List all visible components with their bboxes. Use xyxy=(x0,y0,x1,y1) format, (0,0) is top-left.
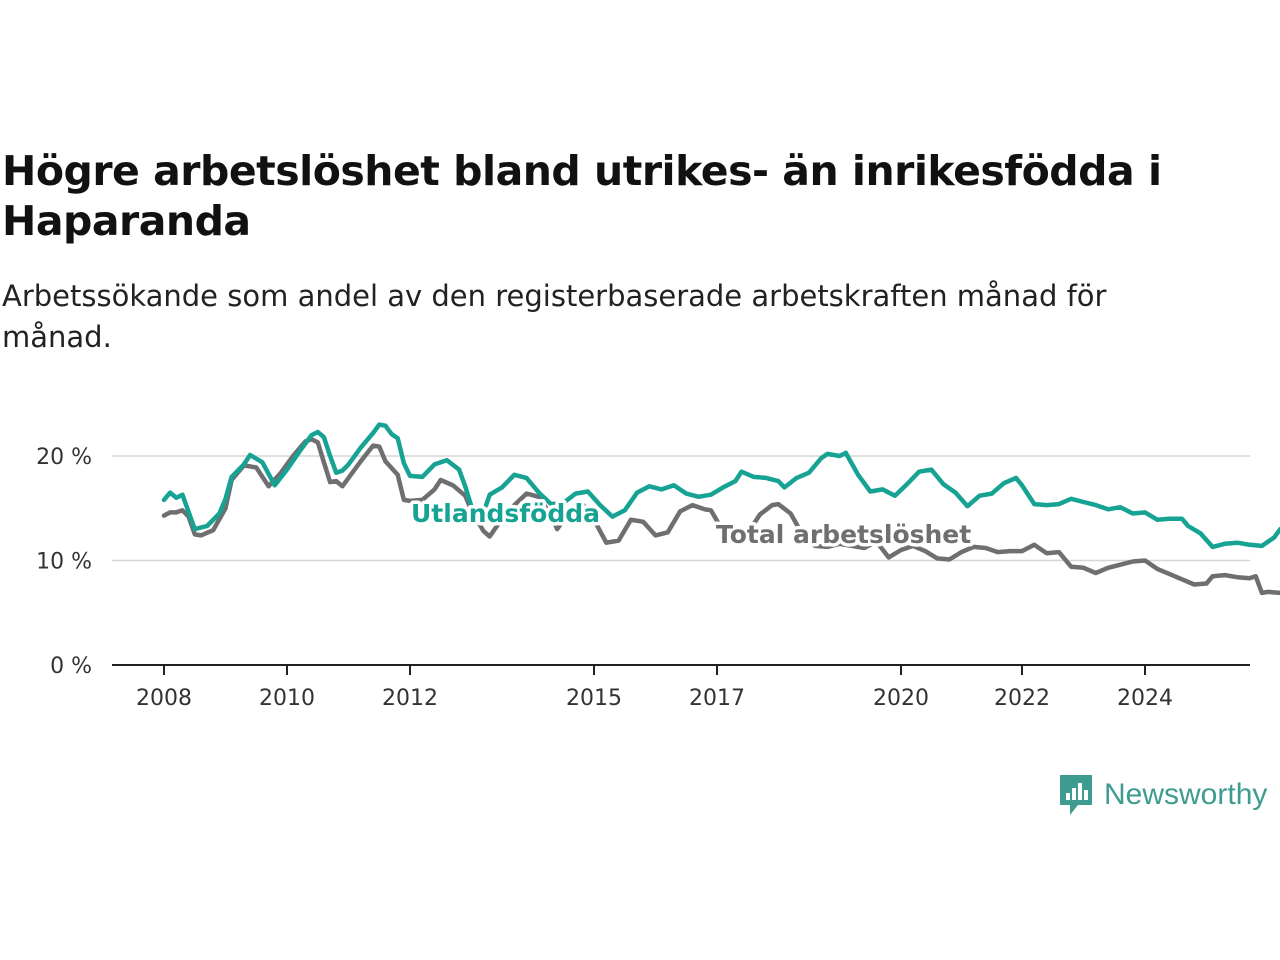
series-label-utlandsfodda: Utlandsfödda xyxy=(411,499,600,528)
series-line-utlandsfodda xyxy=(161,422,1280,550)
x-tick-label: 2020 xyxy=(873,686,929,711)
newsworthy-logo-icon xyxy=(1060,775,1092,815)
series-label-total-arbetsloshet: Total arbetslöshet xyxy=(716,520,971,549)
x-tick-label: 2015 xyxy=(566,686,622,711)
x-tick-label: 2008 xyxy=(136,686,192,711)
x-tick-label: 2022 xyxy=(994,686,1050,711)
chart-subtitle: Arbetssökande som andel av den registerb… xyxy=(2,279,1107,354)
y-tick-label: 0 % xyxy=(50,654,92,679)
x-tick-label: 2012 xyxy=(382,686,438,711)
chart-title: Högre arbetslöshet bland utrikes- än inr… xyxy=(2,147,1162,245)
y-tick-label: 10 % xyxy=(36,550,92,575)
newsworthy-logo: Newsworthy xyxy=(1058,773,1267,817)
x-axis: 2008 2010 2012 2015 2017 2020 2022 2024 xyxy=(112,664,1250,711)
series-line-total-arbetsloshet xyxy=(161,437,1280,596)
x-tick-label: 2024 xyxy=(1117,686,1173,711)
newsworthy-logo-text: Newsworthy xyxy=(1104,778,1268,811)
series-lines xyxy=(161,422,1280,596)
x-tick-label: 2017 xyxy=(689,686,745,711)
series-labels: Utlandsfödda Total arbetslöshet xyxy=(408,496,975,553)
x-tick-label: 2010 xyxy=(259,686,315,711)
y-axis: 0 % 10 % 20 % xyxy=(36,445,92,679)
gridlines xyxy=(112,455,1250,562)
y-tick-label: 20 % xyxy=(36,445,92,470)
